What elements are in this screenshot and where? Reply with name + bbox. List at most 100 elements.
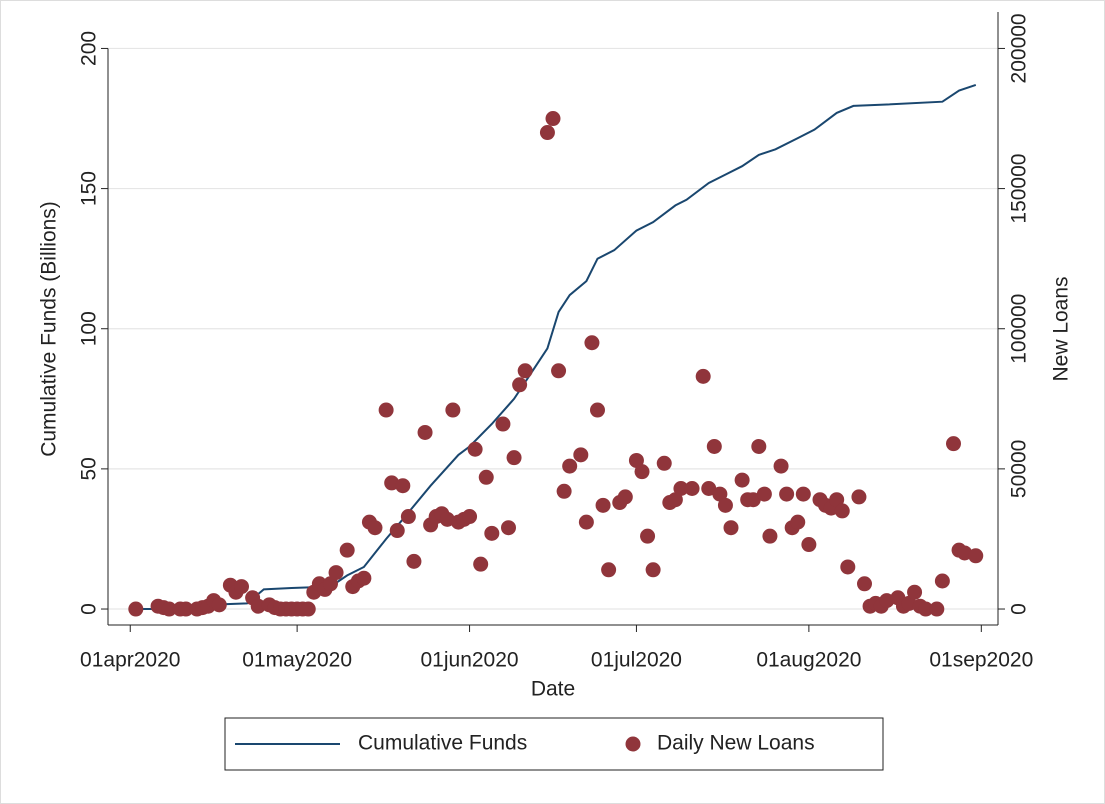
point (645, 562, 661, 578)
point (829, 492, 845, 508)
point (517, 363, 533, 379)
point (840, 559, 856, 575)
point (634, 464, 650, 480)
legend-label: Cumulative Funds (358, 732, 527, 755)
point (551, 363, 567, 379)
point (667, 492, 683, 508)
point (495, 416, 511, 432)
point (539, 125, 555, 141)
point (756, 486, 772, 502)
x-tick-label: 01may2020 (242, 649, 352, 672)
y-tick-label: 100 (78, 311, 101, 346)
point (445, 402, 461, 418)
point (907, 584, 923, 600)
point (473, 556, 489, 572)
point (300, 601, 316, 617)
point (211, 597, 227, 613)
point (656, 455, 672, 471)
point (578, 514, 594, 530)
y2-axis-title: New Loans (1050, 276, 1073, 381)
x-tick-label: 01aug2020 (756, 649, 861, 672)
point (934, 573, 950, 589)
point (562, 458, 578, 474)
x-tick-label: 01jun2020 (421, 649, 519, 672)
point (801, 537, 817, 553)
point (717, 497, 733, 513)
y-axis-title: Cumulative Funds (Billions) (38, 201, 61, 457)
point (851, 489, 867, 505)
point (178, 601, 194, 617)
point (417, 424, 433, 440)
point (929, 601, 945, 617)
point (751, 438, 767, 454)
point (779, 486, 795, 502)
x-tick-label: 01apr2020 (80, 649, 180, 672)
point (339, 542, 355, 558)
y2-tick-label: 150000 (1008, 154, 1031, 224)
point (695, 368, 711, 384)
point (701, 480, 717, 496)
line (130, 83, 977, 610)
y2-tick-label: 0 (1008, 603, 1031, 615)
point (734, 472, 750, 488)
point (762, 528, 778, 544)
point (467, 441, 483, 457)
point (512, 377, 528, 393)
point (968, 548, 984, 564)
point (573, 447, 589, 463)
point (706, 438, 722, 454)
point (628, 452, 644, 468)
point (378, 402, 394, 418)
point (723, 520, 739, 536)
point (367, 520, 383, 536)
point (389, 523, 405, 539)
legend-swatch (625, 736, 641, 752)
point (400, 509, 416, 525)
y-tick-label: 50 (78, 457, 101, 480)
point (640, 528, 656, 544)
point (673, 480, 689, 496)
y2-tick-label: 100000 (1008, 294, 1031, 364)
point (556, 483, 572, 499)
point (478, 469, 494, 485)
point (712, 486, 728, 502)
point (484, 525, 500, 541)
point (356, 570, 372, 586)
y2-tick-label: 200000 (1008, 13, 1031, 83)
point (395, 478, 411, 494)
point (462, 509, 478, 525)
point (601, 562, 617, 578)
point (590, 402, 605, 418)
point (234, 579, 249, 595)
point (795, 486, 811, 502)
point (545, 111, 561, 127)
y2-tick-label: 50000 (1008, 440, 1031, 498)
point (161, 601, 177, 617)
point (250, 598, 266, 614)
point (745, 492, 761, 508)
point (128, 601, 144, 617)
point (584, 335, 600, 351)
point (834, 503, 850, 519)
point (773, 458, 789, 474)
x-axis-title: Date (531, 678, 575, 701)
point (595, 497, 611, 513)
point (323, 576, 338, 592)
point (946, 436, 961, 452)
point (790, 514, 806, 530)
x-tick-label: 01sep2020 (929, 649, 1033, 672)
point (684, 480, 700, 496)
point (506, 450, 522, 466)
point (406, 553, 422, 569)
y-tick-label: 150 (78, 171, 101, 206)
point (918, 601, 934, 617)
x-tick-label: 01jul2020 (591, 649, 682, 672)
y-tick-label: 200 (78, 31, 101, 66)
legend-label: Daily New Loans (657, 732, 815, 755)
point (501, 520, 516, 536)
point (328, 565, 344, 581)
point (857, 576, 872, 592)
y-tick-label: 0 (78, 603, 101, 615)
point (617, 489, 633, 505)
